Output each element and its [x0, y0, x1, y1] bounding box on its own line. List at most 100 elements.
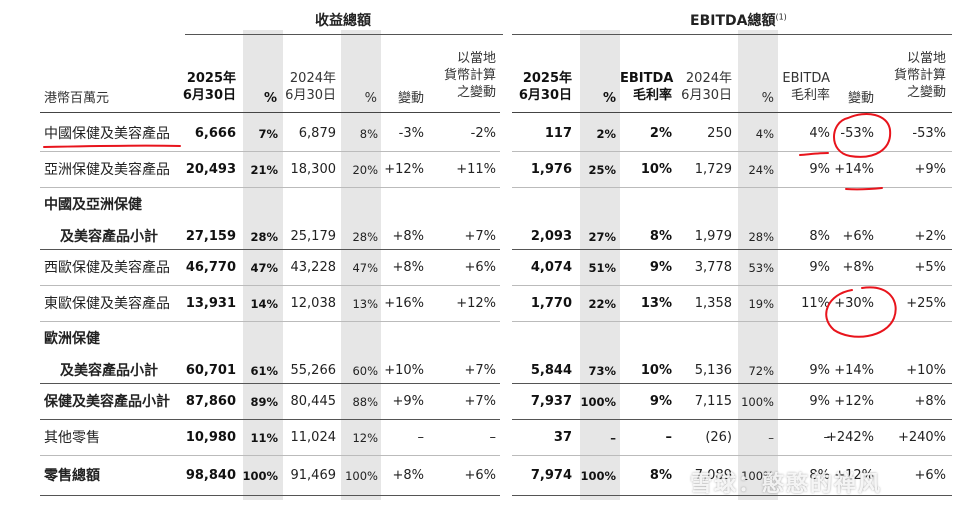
- header-rule-right: [512, 112, 952, 113]
- table-cell: 8%: [809, 229, 830, 244]
- table-cell: 60%: [352, 364, 378, 378]
- table-cell: -2%: [470, 126, 496, 141]
- table-cell: 117: [544, 126, 572, 141]
- table-cell: +8%: [842, 260, 874, 275]
- table-cell: 10,980: [185, 430, 236, 445]
- row-separator: [40, 187, 500, 188]
- table-cell: 11%: [250, 431, 278, 445]
- table-cell: 89%: [250, 395, 278, 409]
- header-rule-left: [40, 112, 500, 113]
- row-label: 歐洲保健: [44, 331, 100, 347]
- table-cell: –: [489, 430, 497, 445]
- table-cell: 13,931: [185, 296, 236, 311]
- table-cell: 100%: [580, 395, 616, 409]
- table-cell: –: [823, 430, 831, 445]
- table-cell: 250: [707, 126, 732, 141]
- table-cell: 21%: [250, 163, 278, 177]
- table-cell: 19%: [748, 297, 774, 311]
- row-separator: [512, 419, 952, 420]
- table-row: 中國保健及美容產品 6,666 7% 6,879 8% -3% -2% 117 2% 2% 250 4…: [0, 116, 974, 152]
- rev-pct2-header: %: [364, 91, 377, 106]
- table-row: 西歐保健及美容產品 46,770 47% 43,228 47% +8% +6% 4,074 51…: [0, 250, 974, 286]
- table-cell: 14%: [250, 297, 278, 311]
- shade-rev-pct1: [243, 30, 283, 500]
- table-cell: 91,469: [290, 468, 337, 483]
- table-cell: –: [665, 430, 673, 445]
- table-cell: 87,860: [185, 394, 236, 409]
- eb-margin1-header: EBITDA 毛利率: [620, 70, 673, 104]
- shade-rev-pct2: [341, 30, 381, 500]
- row-label: 零售總額: [44, 468, 100, 484]
- table-cell: +12%: [834, 394, 874, 409]
- table-cell: 1,979: [694, 229, 732, 244]
- table-cell: 8%: [649, 468, 672, 483]
- table-cell: 11,024: [290, 430, 337, 445]
- table-cell: 6,879: [298, 126, 336, 141]
- eb-local-line2: 貨幣計算: [893, 68, 946, 83]
- table-cell: 5,136: [694, 363, 732, 378]
- eb-local-line3: 之變動: [906, 85, 946, 100]
- table-cell: 22%: [588, 297, 616, 311]
- eb-2024-header: 2024年 6月30日: [676, 70, 732, 104]
- table-cell: 2,093: [530, 229, 572, 244]
- ebitda-group-line: [512, 34, 952, 35]
- rev-local-line1: 以當地: [456, 51, 496, 66]
- rev-2024-year: 2024年: [289, 71, 336, 86]
- row-separator: [40, 151, 500, 152]
- table-cell: 2%: [649, 126, 672, 141]
- ebitda-footnote-ref: (1): [775, 12, 787, 22]
- rev-2024-header: 2024年 6月30日: [280, 70, 336, 104]
- table-cell: +30%: [834, 296, 874, 311]
- rev-pct1-header: %: [263, 91, 277, 106]
- table-cell: +10%: [384, 363, 424, 378]
- row-label: 中國及亞洲保健: [44, 197, 142, 213]
- table-row: 中國及亞洲保健 及美容產品小計 27,159 28% 25,179 28% +8% +7% 2,…: [0, 188, 974, 250]
- table-cell: 8%: [649, 229, 672, 244]
- row-label: 亞洲保健及美容產品: [44, 162, 170, 178]
- table-cell: 25,179: [290, 229, 337, 244]
- table-cell: 53%: [748, 261, 774, 275]
- table-cell: 80,445: [290, 394, 337, 409]
- table-cell: 98,840: [185, 468, 236, 483]
- eb-change-header: 變動: [847, 91, 874, 106]
- rev-2024-date: 6月30日: [285, 88, 336, 103]
- table-cell: 7,115: [694, 394, 732, 409]
- table-cell: 7%: [258, 127, 278, 141]
- table-cell: 88%: [352, 395, 378, 409]
- table-cell: 27%: [588, 230, 616, 244]
- table-cell: +25%: [906, 296, 946, 311]
- row-separator: [40, 249, 500, 250]
- eb-margin2-line1: EBITDA: [782, 71, 830, 86]
- row-separator: [512, 321, 952, 322]
- table-cell: 73%: [588, 364, 616, 378]
- table-cell: –: [610, 431, 616, 445]
- row-label: 中國保健及美容產品: [44, 126, 170, 142]
- revenue-group-title: 收益總額: [315, 13, 371, 29]
- table-cell: 60,701: [185, 363, 236, 378]
- table-cell: 25%: [588, 163, 616, 177]
- row-separator: [40, 495, 500, 496]
- table-cell: 55,266: [290, 363, 337, 378]
- table-cell: 28%: [352, 230, 378, 244]
- table-cell: 1,358: [694, 296, 732, 311]
- table-cell: +10%: [906, 363, 946, 378]
- table-cell: 18,300: [290, 162, 337, 177]
- eb-2025-header: 2025年 6月30日: [516, 70, 572, 104]
- eb-local-line1: 以當地: [906, 51, 946, 66]
- table-cell: +2%: [914, 229, 946, 244]
- table-row: 其他零售 10,980 11% 11,024 12% – –37– – (26) – – +242% +…: [0, 420, 974, 456]
- table-cell: 5,844: [530, 363, 572, 378]
- row-separator: [512, 187, 952, 188]
- table-cell: 20%: [352, 163, 378, 177]
- shade-eb-pct1: [580, 30, 620, 500]
- shade-eb-pct2: [738, 30, 778, 500]
- eb-2024-year: 2024年: [685, 71, 732, 86]
- table-cell: +7%: [464, 363, 496, 378]
- rev-2025-year: 2025年: [186, 71, 236, 86]
- rev-local-line2: 貨幣計算: [443, 68, 496, 83]
- table-cell: 20,493: [185, 162, 236, 177]
- row-separator: [40, 321, 500, 322]
- row-separator: [512, 495, 952, 496]
- table-cell: 9%: [649, 394, 672, 409]
